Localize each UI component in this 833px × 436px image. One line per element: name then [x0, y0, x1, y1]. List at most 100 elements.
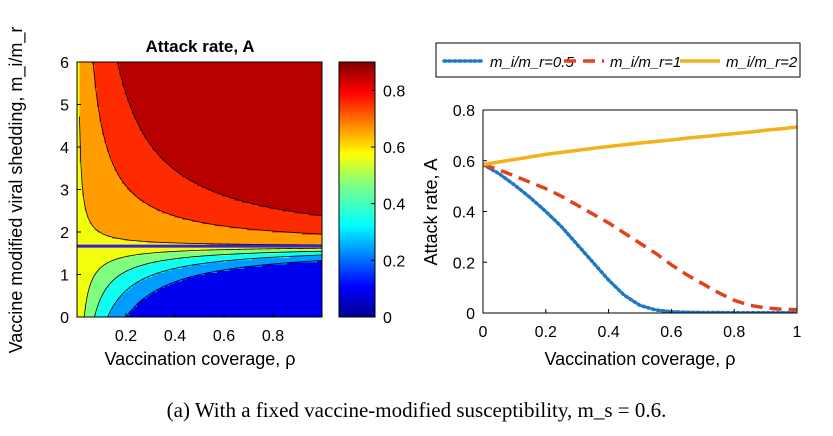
contour-cell	[107, 132, 111, 135]
contour-cell	[139, 115, 143, 118]
contour-cell	[159, 98, 163, 101]
contour-cell	[147, 208, 151, 212]
contour-cell	[127, 314, 131, 317]
contour-cell	[144, 217, 148, 220]
contour-cell	[134, 155, 138, 159]
contour-cell	[84, 79, 88, 82]
contour-cell	[147, 115, 151, 118]
contour-cell	[179, 170, 183, 174]
contour-cell	[102, 81, 106, 84]
contour-cell	[167, 189, 171, 193]
contour-cell	[137, 161, 141, 165]
contour-cell	[134, 142, 138, 146]
contour-cell	[137, 272, 141, 276]
contour-cell	[107, 125, 111, 129]
contour-cell	[174, 253, 178, 256]
contour-cell	[152, 144, 156, 148]
contour-cell	[154, 159, 158, 163]
contour-cell	[114, 81, 118, 84]
contour-cell	[177, 242, 181, 246]
contour-cell	[162, 172, 166, 176]
contour-cell	[137, 87, 141, 91]
contour-cell	[139, 232, 143, 235]
contour-cell	[84, 257, 88, 261]
contour-cell	[157, 187, 161, 191]
contour-cell	[159, 81, 163, 84]
contour-cell	[174, 259, 178, 263]
contour-cell	[129, 134, 133, 137]
contour-cell	[94, 64, 98, 67]
contour-cell	[164, 110, 168, 114]
contour-cell	[167, 170, 171, 174]
contour-cell	[137, 240, 141, 244]
contour-cell	[107, 164, 111, 167]
contour-cell	[147, 155, 151, 159]
contour-cell	[94, 253, 98, 256]
contour-cell	[84, 268, 88, 271]
contour-cell	[89, 144, 93, 148]
contour-cell	[129, 234, 133, 237]
contour-cell	[137, 263, 141, 267]
contour-cell	[144, 291, 148, 295]
contour-cell	[104, 189, 108, 193]
contour-cell	[114, 272, 118, 276]
contour-cell	[174, 206, 178, 210]
contour-cell	[162, 223, 166, 227]
contour-cell	[124, 81, 128, 84]
contour-cell	[137, 295, 141, 299]
contour-cell	[169, 79, 173, 82]
contour-cell	[79, 104, 83, 108]
contour-cell	[132, 293, 136, 297]
contour-cell	[169, 236, 173, 239]
contour-cell	[112, 76, 116, 80]
contour-cell	[179, 227, 183, 231]
contour-cell	[139, 147, 143, 150]
contour-cell	[119, 253, 123, 256]
contour-cell	[139, 249, 143, 252]
contour-cell	[79, 242, 83, 246]
contour-cell	[174, 91, 178, 95]
contour-cell	[142, 178, 146, 182]
contour-cell	[117, 266, 121, 269]
contour-cell	[117, 170, 121, 174]
contour-cell	[79, 70, 83, 74]
contour-cell	[134, 257, 138, 261]
contour-cell	[89, 236, 93, 239]
contour-cell	[177, 187, 181, 191]
contour-cell	[112, 68, 116, 72]
contour-cell	[104, 251, 108, 254]
contour-cell	[92, 208, 96, 212]
contour-cell	[97, 115, 101, 118]
contour-cell	[94, 287, 98, 290]
contour-cell	[97, 134, 101, 137]
contour-cell	[177, 66, 181, 69]
contour-cell	[172, 91, 176, 95]
contour-cell	[92, 193, 96, 197]
contour-cell	[157, 119, 161, 123]
contour-cell	[162, 83, 166, 86]
contour-cell	[82, 106, 86, 110]
contour-cell	[109, 221, 113, 225]
contour-cell	[132, 314, 136, 317]
contour-cell	[102, 198, 106, 201]
contour-cell	[162, 87, 166, 91]
contour-cell	[102, 200, 106, 203]
contour-cell	[149, 168, 153, 171]
contour-cell	[119, 246, 123, 250]
contour-cell	[129, 217, 133, 220]
contour-cell	[144, 208, 148, 212]
contour-cell	[164, 297, 168, 301]
contour-cell	[159, 138, 163, 142]
contour-cell	[124, 229, 128, 233]
contour-cell	[104, 64, 108, 67]
contour-cell	[167, 308, 171, 312]
contour-cell	[152, 70, 156, 74]
contour-cell	[139, 168, 143, 171]
contour-cell	[129, 263, 133, 267]
contour-cell	[134, 295, 138, 299]
contour-cell	[114, 195, 118, 199]
contour-cell	[129, 293, 133, 297]
contour-cell	[107, 172, 111, 176]
contour-cell	[97, 198, 101, 201]
contour-cell	[79, 210, 83, 214]
